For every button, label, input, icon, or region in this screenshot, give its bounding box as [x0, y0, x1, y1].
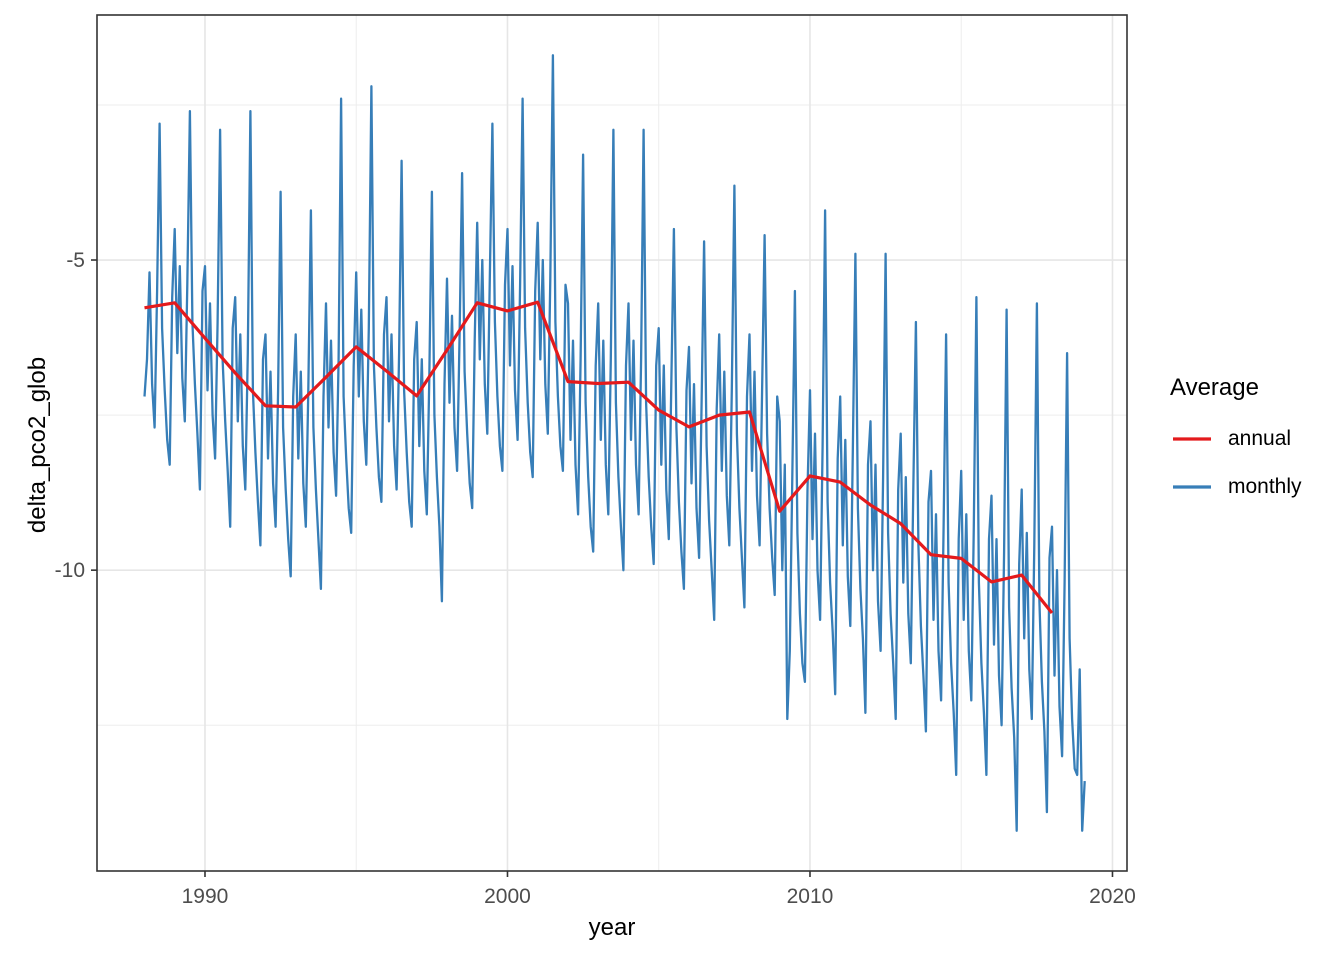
x-tick-label: 1990 — [182, 885, 229, 908]
x-tick-label: 2020 — [1089, 885, 1136, 908]
annual-key-line — [1173, 437, 1211, 441]
annual-line — [144, 300, 1054, 614]
y-axis-title: delta_pco2_glob — [24, 356, 51, 534]
y-tick-label: -10 — [55, 559, 85, 582]
panel-border — [96, 14, 1128, 872]
y-tick-label: -5 — [66, 249, 85, 272]
legend-item-monthly: monthly — [1168, 470, 1344, 504]
legend-item-label-annual: annual — [1228, 427, 1292, 450]
monthly-line — [143, 54, 1086, 832]
x-axis-title: year — [588, 914, 636, 941]
legend-item-annual: annual — [1168, 422, 1344, 456]
legend: Average annual monthly — [1168, 374, 1344, 518]
legend-title: Average — [1170, 374, 1259, 401]
legend-item-label-monthly: monthly — [1228, 475, 1302, 498]
x-tick-label: 2010 — [787, 885, 834, 908]
x-tick-label: 2000 — [484, 885, 531, 908]
monthly-key-line — [1173, 485, 1211, 489]
